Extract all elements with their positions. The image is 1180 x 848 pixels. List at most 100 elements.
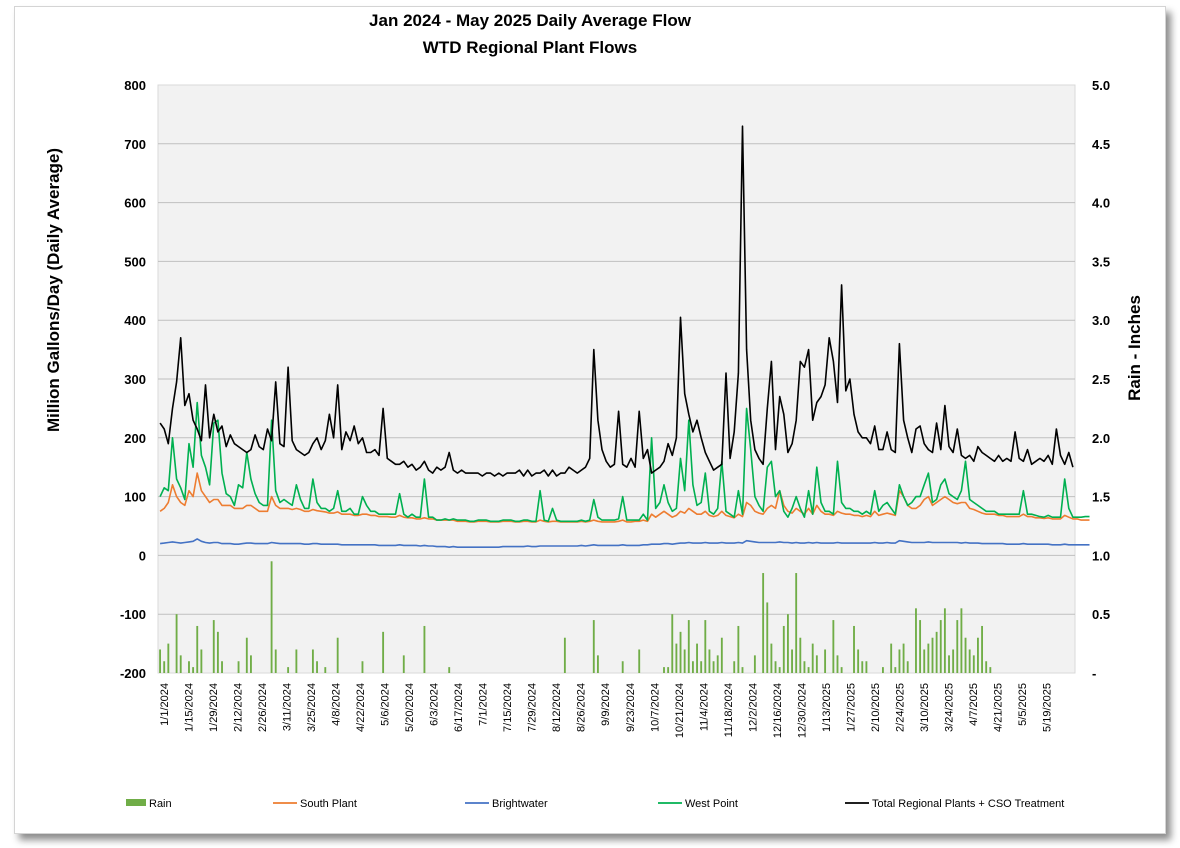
legend-label: Brightwater (492, 798, 548, 810)
y-tick-label: 100 (124, 490, 146, 505)
rain-bar (762, 573, 765, 673)
y2-tick-label: 1.5 (1092, 490, 1110, 505)
y-tick-label: -200 (120, 666, 146, 681)
rain-bar (192, 667, 195, 673)
rain-bar (956, 620, 959, 673)
x-tick-label: 6/3/2024 (429, 683, 441, 726)
series-line-south-plant (159, 472, 1090, 523)
x-tick-label: 9/23/2024 (625, 683, 637, 732)
series-line-total-regional-plants-cso-treatment (159, 125, 1074, 477)
chart-subtitle: WTD Regional Plant Flows (423, 38, 637, 57)
rain-bar (675, 643, 678, 673)
x-tick-label: 2/26/2024 (257, 683, 269, 732)
rain-bar (287, 667, 290, 673)
y-tick-label: -100 (120, 607, 146, 622)
y2-tick-label: - (1092, 666, 1096, 681)
rain-bar (671, 614, 674, 673)
rain-bar (778, 667, 781, 673)
x-tick-label: 1/1/2024 (159, 683, 171, 726)
x-tick-label: 2/12/2024 (233, 683, 245, 732)
rain-bar (188, 661, 190, 673)
rain-bar (811, 643, 814, 673)
rain-bar (824, 649, 827, 673)
rain-bar (939, 620, 942, 673)
rain-bar (791, 649, 793, 673)
rain-bar (638, 649, 641, 673)
y2-tick-label: 3.5 (1092, 254, 1110, 269)
rain-bar (898, 649, 901, 673)
x-tick-label: 7/15/2024 (502, 683, 514, 732)
rain-bar (853, 625, 855, 673)
x-tick-label: 8/26/2024 (576, 683, 588, 732)
rain-bar (175, 614, 178, 673)
rain-bar (311, 649, 314, 673)
rain-bar (807, 667, 810, 673)
rain-bar (865, 661, 868, 673)
y2-tick-label: 3.0 (1092, 313, 1110, 328)
legend-label: Rain (149, 798, 172, 810)
y-tick-label: 400 (124, 313, 146, 328)
series-line-west-point (159, 401, 1090, 523)
rain-bar (687, 620, 690, 673)
rain-bar (770, 643, 773, 673)
rain-bar (774, 661, 777, 673)
x-tick-label: 7/29/2024 (527, 683, 539, 732)
x-tick-label: 5/5/2025 (1017, 683, 1029, 726)
x-tick-label: 4/7/2025 (968, 683, 980, 726)
rain-bar (361, 661, 364, 673)
y2-tick-label: 1.0 (1092, 548, 1110, 563)
legend-label: South Plant (300, 798, 357, 810)
rain-bar (596, 655, 599, 673)
rain-bar (981, 625, 983, 673)
rain-bar (270, 561, 273, 673)
rain-bar (840, 667, 843, 673)
rain-bar (766, 602, 769, 673)
x-tick-label: 4/8/2024 (331, 683, 343, 726)
x-tick-label: 12/16/2024 (772, 683, 784, 738)
x-tick-label: 5/20/2024 (404, 683, 416, 732)
y2-tick-label: 2.0 (1092, 431, 1110, 446)
x-tick-label: 1/13/2025 (821, 683, 833, 732)
rain-bar (245, 637, 248, 673)
rain-bar (733, 661, 736, 673)
rain-bar (960, 608, 963, 673)
chart-title: Jan 2024 - May 2025 Daily Average Flow (369, 11, 692, 30)
rain-bar (563, 637, 566, 673)
rain-bar (250, 655, 252, 673)
rain-bar (621, 661, 624, 673)
rain-bar (667, 667, 670, 673)
rain-bar (741, 667, 744, 673)
y2-tick-label: 5.0 (1092, 78, 1110, 93)
y-tick-label: 300 (124, 372, 146, 387)
rain-bar (402, 655, 405, 673)
y2-axis-label: Rain - Inches (1125, 295, 1144, 401)
x-tick-label: 1/15/2024 (184, 683, 196, 732)
y-tick-label: 800 (124, 78, 146, 93)
x-tick-label: 3/10/2025 (919, 683, 931, 732)
rain-bar (931, 637, 934, 673)
y-axis-label: Million Gallons/Day (Daily Average) (44, 148, 63, 432)
legend-label: West Point (685, 798, 738, 810)
rain-bar (720, 637, 723, 673)
rain-bar (237, 661, 240, 673)
rain-bar (919, 620, 922, 673)
x-tick-label: 12/30/2024 (796, 683, 808, 738)
series-line-brightwater (160, 538, 1090, 548)
rain-bar (163, 661, 166, 673)
rain-bar (799, 637, 802, 673)
y-tick-label: 700 (124, 137, 146, 152)
rain-bar (989, 667, 992, 673)
x-tick-label: 12/2/2024 (747, 683, 759, 732)
x-tick-label: 8/12/2024 (551, 683, 563, 732)
rain-bar (915, 608, 917, 673)
rain-bar (836, 655, 839, 673)
y-tick-label: 500 (124, 254, 146, 269)
rain-bar (221, 661, 223, 673)
rain-bar (179, 655, 182, 673)
rain-bar (786, 614, 789, 673)
rain-bar (336, 637, 339, 673)
x-tick-label: 11/18/2024 (723, 683, 735, 737)
rain-bar (737, 625, 740, 673)
rain-bar (968, 649, 971, 673)
rain-bar (927, 643, 930, 673)
